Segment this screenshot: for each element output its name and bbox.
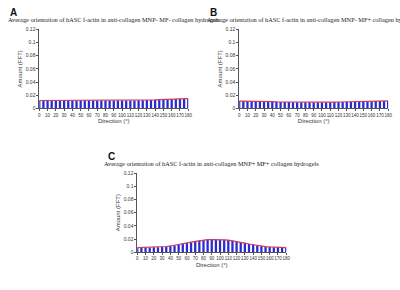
svg-text:160: 160 (266, 256, 274, 261)
svg-text:140: 140 (249, 256, 257, 261)
svg-text:0.1: 0.1 (28, 39, 35, 45)
svg-text:170: 170 (376, 113, 384, 118)
svg-text:30: 30 (160, 256, 166, 261)
svg-text:10: 10 (45, 113, 51, 118)
svg-text:150: 150 (160, 113, 168, 118)
svg-text:100: 100 (118, 113, 126, 118)
svg-text:70: 70 (295, 113, 301, 118)
svg-text:150: 150 (258, 256, 266, 261)
svg-text:Direction (°): Direction (°) (98, 118, 130, 124)
svg-text:20: 20 (53, 113, 59, 118)
svg-text:130: 130 (343, 113, 351, 118)
svg-text:80: 80 (201, 256, 207, 261)
svg-text:130: 130 (143, 113, 151, 118)
svg-text:Amount (FFT): Amount (FFT) (17, 50, 23, 87)
svg-text:0: 0 (233, 105, 236, 111)
svg-text:120: 120 (135, 113, 143, 118)
svg-text:70: 70 (193, 256, 199, 261)
svg-text:90: 90 (111, 113, 117, 118)
svg-text:0.08: 0.08 (226, 52, 236, 58)
svg-text:0.1: 0.1 (228, 39, 235, 45)
svg-text:0.04: 0.04 (26, 79, 36, 85)
svg-text:50: 50 (278, 113, 284, 118)
svg-text:120: 120 (335, 113, 343, 118)
svg-text:0.02: 0.02 (124, 236, 134, 242)
svg-text:140: 140 (351, 113, 359, 118)
svg-text:0.1: 0.1 (126, 183, 133, 189)
svg-text:40: 40 (70, 113, 76, 118)
svg-text:90: 90 (311, 113, 317, 118)
svg-text:60: 60 (86, 113, 92, 118)
svg-text:0: 0 (136, 256, 139, 261)
svg-text:0: 0 (238, 113, 241, 118)
svg-text:100: 100 (318, 113, 326, 118)
svg-text:10: 10 (245, 113, 251, 118)
svg-text:A: A (10, 7, 17, 18)
svg-text:110: 110 (225, 256, 233, 261)
svg-text:70: 70 (95, 113, 101, 118)
svg-text:20: 20 (253, 113, 259, 118)
svg-text:0.12: 0.12 (26, 26, 36, 32)
svg-text:0.08: 0.08 (124, 196, 134, 202)
svg-text:180: 180 (282, 256, 290, 261)
svg-text:90: 90 (209, 256, 215, 261)
svg-text:140: 140 (151, 113, 159, 118)
svg-text:Amount (FFT): Amount (FFT) (115, 194, 121, 231)
svg-text:60: 60 (184, 256, 190, 261)
svg-text:50: 50 (176, 256, 182, 261)
svg-text:0: 0 (33, 105, 36, 111)
svg-text:Direction (°): Direction (°) (196, 262, 228, 268)
svg-text:0.06: 0.06 (226, 66, 236, 72)
svg-text:180: 180 (384, 113, 392, 118)
svg-text:0: 0 (131, 249, 134, 255)
svg-text:Direction (°): Direction (°) (298, 118, 330, 124)
svg-text:160: 160 (168, 113, 176, 118)
svg-text:180: 180 (184, 113, 192, 118)
svg-text:170: 170 (176, 113, 184, 118)
svg-text:0.02: 0.02 (226, 92, 236, 98)
svg-text:Average orientation of hASC f-: Average orientation of hASC f-actin in a… (207, 16, 400, 23)
svg-text:0.04: 0.04 (124, 223, 134, 229)
svg-text:40: 40 (270, 113, 276, 118)
svg-text:10: 10 (143, 256, 149, 261)
svg-text:110: 110 (327, 113, 335, 118)
svg-text:Amount (FFT): Amount (FFT) (217, 50, 223, 87)
svg-text:0.04: 0.04 (226, 79, 236, 85)
svg-text:30: 30 (262, 113, 268, 118)
svg-text:50: 50 (78, 113, 84, 118)
svg-text:C: C (108, 151, 115, 162)
svg-text:B: B (210, 7, 217, 18)
svg-text:160: 160 (368, 113, 376, 118)
svg-text:Average orientation of hASC f-: Average orientation of hASC f-actin in a… (104, 160, 319, 167)
svg-text:150: 150 (360, 113, 368, 118)
svg-text:0.02: 0.02 (26, 92, 36, 98)
svg-text:20: 20 (151, 256, 157, 261)
svg-text:0.12: 0.12 (124, 170, 134, 176)
svg-text:0.06: 0.06 (26, 66, 36, 72)
svg-text:170: 170 (274, 256, 282, 261)
svg-text:40: 40 (168, 256, 174, 261)
svg-text:0.12: 0.12 (226, 26, 236, 32)
svg-text:100: 100 (216, 256, 224, 261)
svg-text:110: 110 (127, 113, 135, 118)
svg-text:30: 30 (62, 113, 68, 118)
svg-text:120: 120 (233, 256, 241, 261)
svg-text:0: 0 (38, 113, 41, 118)
svg-text:80: 80 (103, 113, 109, 118)
svg-text:80: 80 (303, 113, 309, 118)
svg-text:130: 130 (241, 256, 249, 261)
svg-text:Average orientation of hASC f-: Average orientation of hASC f-actin in a… (8, 16, 220, 23)
svg-text:0.08: 0.08 (26, 52, 36, 58)
svg-text:60: 60 (286, 113, 292, 118)
svg-text:0.06: 0.06 (124, 209, 134, 215)
